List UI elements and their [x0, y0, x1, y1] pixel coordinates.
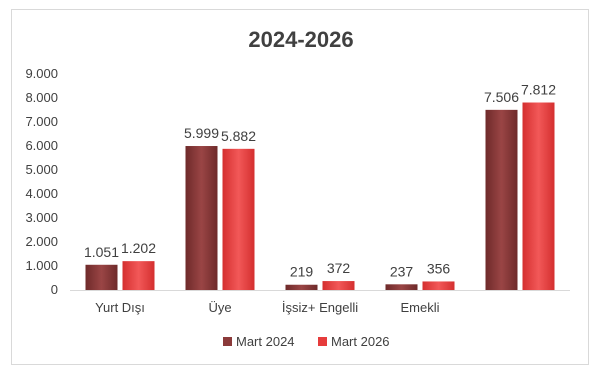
bar-mart-2026 — [322, 281, 355, 290]
x-category-label: Yurt Dışı — [95, 300, 145, 315]
bar-mart-2024 — [285, 284, 318, 290]
legend-label: Mart 2026 — [331, 334, 390, 349]
bar-mart-2024 — [85, 264, 118, 290]
y-tick-label: 7.000 — [25, 114, 58, 129]
y-tick-label: 2.000 — [25, 234, 58, 249]
bar-mart-2026 — [522, 102, 555, 291]
bar-mart-2026 — [122, 261, 155, 290]
data-label: 1.202 — [121, 240, 156, 256]
y-tick-label: 6.000 — [25, 138, 58, 153]
y-tick-label: 4.000 — [25, 186, 58, 201]
legend-swatch — [223, 337, 232, 346]
y-tick-label: 0 — [51, 282, 58, 297]
data-label: 7.812 — [521, 82, 556, 98]
chart-title: 2024-2026 — [248, 27, 353, 52]
legend-swatch — [318, 337, 327, 346]
data-label: 5.999 — [184, 125, 219, 141]
x-axis: Yurt Dışı Üye İşsiz+ Engelli Emekli — [70, 290, 570, 315]
y-axis: 0 1.000 2.000 3.000 4.000 5.000 6.000 7.000 8.00… — [25, 66, 58, 297]
y-tick-label: 3.000 — [25, 210, 58, 225]
data-label: 237 — [390, 263, 414, 279]
y-tick-label: 8.000 — [25, 90, 58, 105]
bar-mart-2024 — [485, 109, 518, 290]
y-tick-label: 5.000 — [25, 162, 58, 177]
data-label: 7.506 — [484, 89, 519, 105]
data-label: 372 — [327, 260, 351, 276]
bar-mart-2024 — [185, 146, 218, 290]
bar-mart-2026 — [422, 281, 455, 290]
bar-mart-2026 — [222, 148, 255, 290]
data-label: 1.051 — [84, 244, 119, 260]
y-tick-label: 1.000 — [25, 258, 58, 273]
legend-label: Mart 2024 — [236, 334, 295, 349]
bar-mart-2024 — [385, 284, 418, 290]
legend: Mart 2024 Mart 2026 — [223, 334, 390, 349]
x-category-label: Emekli — [400, 300, 439, 315]
x-category-label: Üye — [208, 300, 231, 315]
x-category-label: İşsiz+ Engelli — [282, 300, 358, 315]
data-label: 356 — [427, 260, 451, 276]
y-tick-label: 9.000 — [25, 66, 58, 81]
data-label: 219 — [290, 264, 314, 280]
data-label: 5.882 — [221, 128, 256, 144]
bars: 1.051 1.202 5.999 5.882 219 372 237 356 7.506 7.8… — [84, 82, 556, 291]
